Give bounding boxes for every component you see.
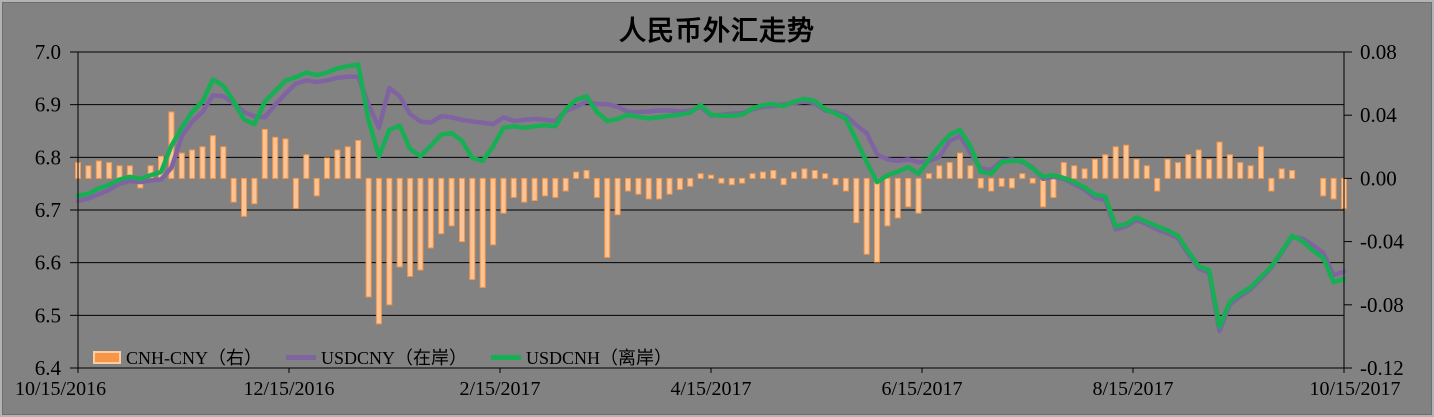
y-left-tick-label: 7.0 [35,40,61,64]
legend: CNH-CNY（右） USDCNY（在岸） USDCNH（离岸） [93,344,672,370]
x-tick-label: 10/15/2016 [15,378,106,400]
legend-item-usdcnh: USDCNH（离岸） [491,344,672,370]
y-right-tick-label: -0.12 [1360,356,1404,380]
axis-tick-labels: 7.0 6.9 6.8 6.7 6.6 6.5 6.4 0.08 0.04 0.00 -0.04 -0… [15,40,1404,400]
y-left-tick-label: 6.8 [35,145,61,169]
y-right-tick-label: 0.00 [1360,166,1397,190]
y-left-tick-label: 6.5 [35,303,61,327]
y-right-tick-label: -0.04 [1360,230,1404,254]
x-tick-label: 10/15/2017 [1309,378,1400,400]
usdcnh-line-series [75,62,1347,330]
chart-title: 人民币外汇走势 [619,16,815,46]
axes [70,51,1352,373]
x-tick-label: 12/15/2016 [243,378,334,400]
spread-bars-series [75,111,1347,325]
legend-label-usdcny: USDCNY（在岸） [321,348,468,368]
y-left-tick-label: 6.6 [35,251,61,275]
y-right-tick-label: -0.08 [1360,293,1404,317]
y-right-tick-label: 0.04 [1360,103,1397,127]
plot-area: 7.0 6.9 6.8 6.7 6.6 6.5 6.4 0.08 0.04 0.00 -0.04 -0… [15,40,1404,400]
y-left-tick-label: 6.4 [35,356,62,380]
x-tick-label: 2/15/2017 [459,378,540,400]
bar-swatch-icon [93,350,121,364]
legend-label-usdcnh: USDCNH（离岸） [526,348,673,368]
y-left-tick-label: 6.7 [35,198,61,222]
x-tick-label: 4/15/2017 [670,378,751,400]
y-right-tick-label: 0.08 [1360,40,1397,64]
legend-label-cnh-cny: CNH-CNY（右） [126,348,263,368]
x-tick-label: 6/15/2017 [881,378,962,400]
x-tick-label: 8/15/2017 [1092,378,1173,400]
legend-item-usdcny: USDCNY（在岸） [286,344,467,370]
legend-item-cnh-cny: CNH-CNY（右） [93,344,262,370]
line-swatch-icon [491,354,522,360]
line-swatch-icon [286,354,317,360]
y-left-tick-label: 6.9 [35,93,61,117]
